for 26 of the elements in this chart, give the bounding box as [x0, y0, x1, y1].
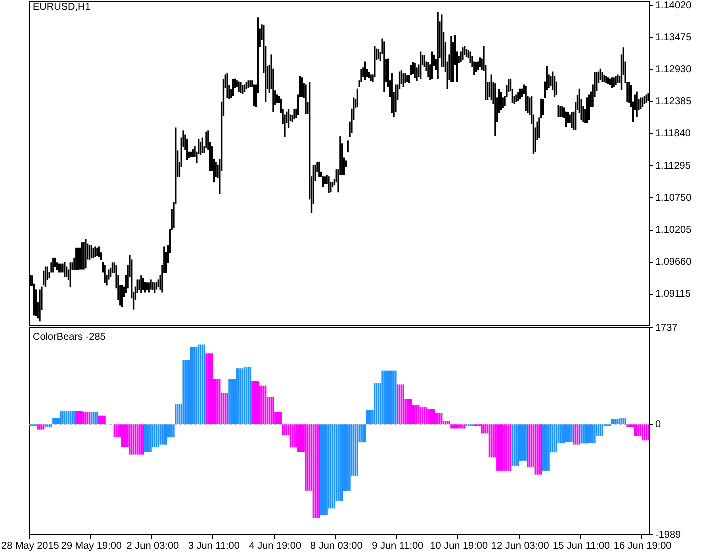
x-tick-label: 29 May 19:00: [61, 540, 122, 552]
x-tick-label: 9 Jun 11:00: [372, 540, 424, 552]
y-tick-label: 1.13475: [656, 32, 692, 44]
y-tick-label: 1737: [656, 322, 678, 334]
x-tick-label: 28 May 2015: [2, 540, 60, 552]
y-tick-label: 1.09660: [656, 257, 692, 268]
y-tick-label: 1.09115: [656, 289, 692, 300]
x-tick-label: 12 Jun 03:00: [491, 540, 550, 552]
x-tick-label: 8 Jun 03:00: [310, 540, 364, 552]
x-tick-label: 4 Jun 19:00: [249, 540, 302, 552]
x-tick-label: 16 Jun 19:00: [614, 540, 672, 552]
chart-title: EURUSD,H1: [33, 2, 91, 14]
y-tick-label: 1.12930: [656, 64, 692, 76]
x-tick-label: 2 Jun 03:00: [126, 540, 180, 552]
chart-title: ColorBears -285: [33, 332, 106, 344]
x-tick-label: 10 Jun 19:00: [430, 540, 488, 552]
y-tick-label: 1.10205: [656, 225, 692, 236]
y-tick-label: -1989: [656, 530, 682, 541]
y-tick-label: 1.10750: [656, 192, 692, 204]
y-tick-label: 1.11295: [656, 160, 692, 172]
x-tick-label: 15 Jun 11:00: [553, 540, 611, 552]
y-tick-label: 1.12385: [656, 96, 692, 108]
y-tick-label: 1.14020: [656, 0, 692, 12]
y-tick-label: 0: [656, 419, 662, 430]
y-tick-label: 1.11840: [656, 128, 692, 140]
x-tick-label: 3 Jun 11:00: [188, 540, 240, 552]
